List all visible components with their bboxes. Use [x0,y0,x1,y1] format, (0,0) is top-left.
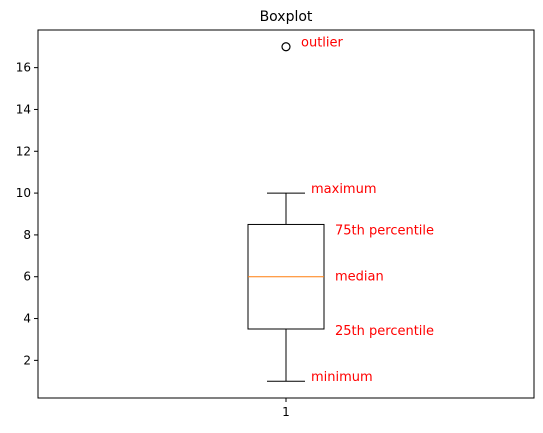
annotation-label: 25th percentile [335,324,434,339]
annotations: outlier maximum 75th percentile median 25th … [301,36,434,386]
y-tick-label: 10 [16,186,31,200]
outlier-point [281,42,291,52]
annotation-label: median [335,270,384,285]
annotation-label: maximum [311,182,377,197]
x-tick-label: 1 [282,405,290,419]
y-tick-label: 14 [16,102,31,116]
y-axis: 2 4 6 8 10 12 14 16 [16,61,38,367]
annotation-label: 75th percentile [335,224,434,239]
x-axis: 1 [282,398,290,419]
y-tick-label: 4 [23,312,31,326]
y-tick-label: 12 [16,144,31,158]
chart-title: Boxplot [260,9,313,25]
y-tick-label: 16 [16,61,31,75]
y-tick-label: 6 [23,270,31,284]
annotation-label: outlier [301,36,344,51]
box-group [247,42,325,382]
y-tick-label: 8 [23,228,31,242]
y-tick-label: 2 [23,353,31,367]
annotation-label: minimum [311,370,373,385]
